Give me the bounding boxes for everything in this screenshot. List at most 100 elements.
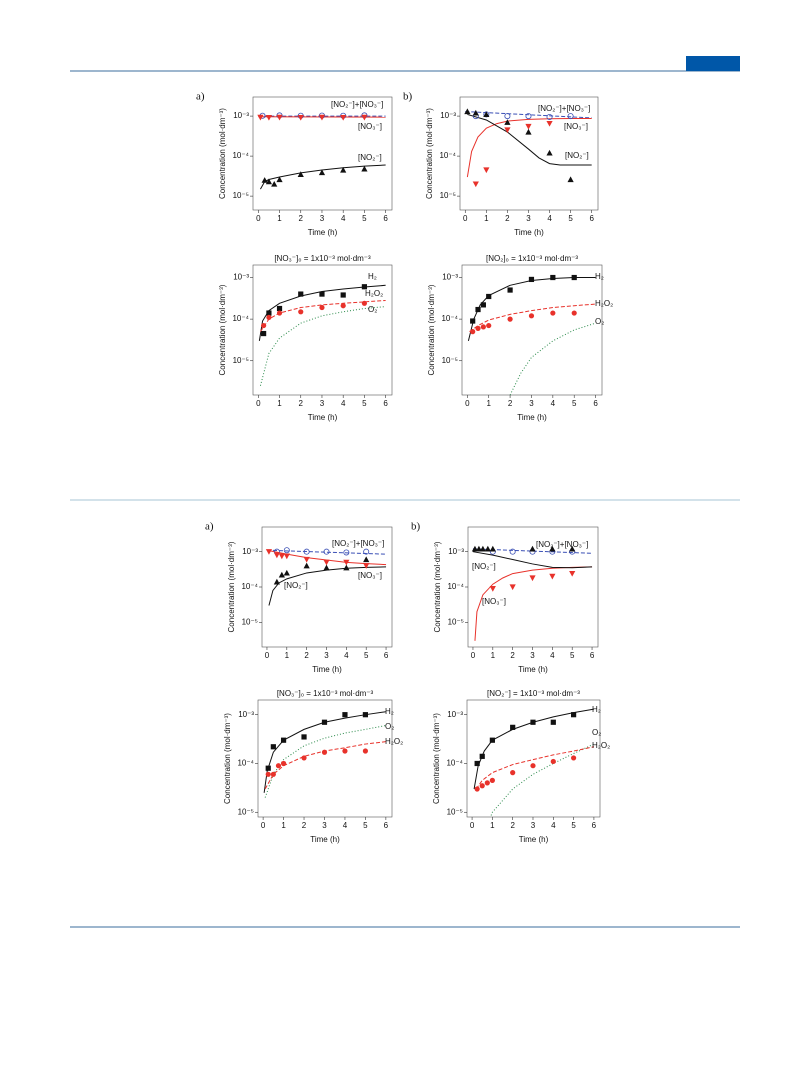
data-point xyxy=(271,180,278,187)
series-label: [NO₂⁻] xyxy=(565,151,589,160)
data-point xyxy=(569,545,576,552)
x-tick-label: 4 xyxy=(341,399,346,408)
data-point xyxy=(525,113,532,120)
plot-area xyxy=(258,284,386,386)
chart-title: [NO₂⁻] = 1x10⁻³ mol·dm⁻³ xyxy=(487,689,580,698)
data-point xyxy=(342,748,348,754)
chart: 0 1 2 3 4 5 6 10⁻⁵ 10⁻⁴ 10⁻³ Time (h) Concentration… xyxy=(205,521,393,674)
data-point xyxy=(472,109,479,116)
x-tick-label: 3 xyxy=(322,821,327,830)
data-point xyxy=(474,760,480,767)
x-tick-label: 2 xyxy=(510,821,515,830)
data-point xyxy=(483,167,490,174)
data-point xyxy=(471,545,479,552)
data-point xyxy=(475,306,481,313)
plot-frame xyxy=(252,264,393,396)
chart: 0 1 2 3 4 5 6 10⁻⁵ 10⁻⁴ 10⁻³ Time (h) Concentration… xyxy=(403,91,599,237)
x-tick-label: 5 xyxy=(363,821,368,830)
plot-frame xyxy=(257,699,393,818)
panel-label: b) xyxy=(411,521,421,533)
panel-label: a) xyxy=(205,521,214,533)
series-label: O₂ xyxy=(368,305,377,314)
data-point xyxy=(318,169,326,176)
data-line xyxy=(475,746,595,790)
plot-frame xyxy=(252,96,393,211)
x-axis-label: Time (h) xyxy=(308,228,338,237)
data-point xyxy=(343,559,350,566)
x-tick-label: 0 xyxy=(256,399,261,408)
series-label: H₂ xyxy=(595,272,604,281)
data-point xyxy=(270,771,276,777)
data-point xyxy=(323,548,330,555)
data-point xyxy=(265,771,271,777)
data-point xyxy=(484,780,490,786)
plot-frame xyxy=(461,264,603,396)
x-tick-label: 2 xyxy=(304,651,309,660)
x-tick-label: 2 xyxy=(302,821,307,830)
chart: 0 1 2 3 4 5 6 10⁻⁵ 10⁻⁴ 10⁻³ Time (h) Concentration… xyxy=(432,689,610,844)
y-axis-label: Concentration (mol·dm⁻³) xyxy=(218,284,227,375)
x-tick-label: 0 xyxy=(465,399,470,408)
data-point xyxy=(343,564,350,571)
x-tick-label: 6 xyxy=(383,214,388,223)
data-point xyxy=(472,181,479,188)
plot-area xyxy=(265,547,387,606)
data-point xyxy=(550,719,556,725)
data-point xyxy=(569,570,576,577)
x-tick-label: 1 xyxy=(486,399,491,408)
y-tick-label: 10⁻³ xyxy=(447,710,463,719)
data-point xyxy=(484,545,491,552)
data-point xyxy=(265,114,273,121)
data-point xyxy=(303,548,310,555)
series-label: O₂ xyxy=(595,317,604,326)
x-tick-label: 0 xyxy=(463,214,468,223)
x-tick-label: 5 xyxy=(362,214,367,223)
x-axis-label: Time (h) xyxy=(308,413,338,422)
x-tick-label: 0 xyxy=(261,821,266,830)
plot-area xyxy=(467,274,596,395)
data-point xyxy=(319,304,325,311)
x-tick-label: 6 xyxy=(589,214,594,223)
x-tick-label: 6 xyxy=(593,399,598,408)
data-point xyxy=(464,108,471,115)
series-label: [NO₂⁻]+[NO₃⁻] xyxy=(536,540,588,549)
data-point xyxy=(280,760,287,767)
data-point xyxy=(507,316,513,322)
data-point xyxy=(280,737,287,743)
data-point xyxy=(546,113,553,120)
x-tick-label: 5 xyxy=(570,651,575,660)
series-label: [NO₂⁻]+[NO₃⁻] xyxy=(331,100,383,109)
data-point xyxy=(525,123,532,130)
x-tick-label: 3 xyxy=(529,399,534,408)
data-line xyxy=(469,303,596,333)
y-tick-label: 10⁻⁴ xyxy=(439,151,456,160)
y-tick-label: 10⁻³ xyxy=(242,547,258,556)
data-point xyxy=(298,291,304,297)
plot-area xyxy=(263,711,386,798)
y-axis-label: Concentration (mol·dm⁻³) xyxy=(425,108,434,199)
data-point xyxy=(529,575,536,582)
x-tick-label: 4 xyxy=(547,214,552,223)
x-tick-label: 1 xyxy=(491,651,496,660)
data-point xyxy=(530,719,536,725)
series-label: H₂ xyxy=(385,707,394,716)
data-point xyxy=(571,712,577,718)
plot-area xyxy=(257,112,386,190)
y-tick-label: 10⁻⁵ xyxy=(242,617,258,626)
x-tick-label: 2 xyxy=(299,214,304,223)
y-tick-label: 10⁻⁵ xyxy=(440,191,456,200)
series-label: H₂ xyxy=(368,272,377,281)
data-point xyxy=(528,276,535,283)
data-point xyxy=(321,719,328,725)
series-label: [NO₃⁻] xyxy=(564,122,588,131)
series-label: [NO₂⁻] xyxy=(472,562,496,571)
data-point xyxy=(298,309,304,315)
x-tick-label: 4 xyxy=(343,821,348,830)
data-point xyxy=(273,552,280,559)
data-line xyxy=(466,118,592,178)
panel-label: b) xyxy=(403,91,413,103)
data-point xyxy=(323,559,330,566)
series-label: [NO₃⁻] xyxy=(482,597,506,606)
x-tick-label: 6 xyxy=(590,651,595,660)
series-label: [NO₂⁻] xyxy=(284,581,308,590)
